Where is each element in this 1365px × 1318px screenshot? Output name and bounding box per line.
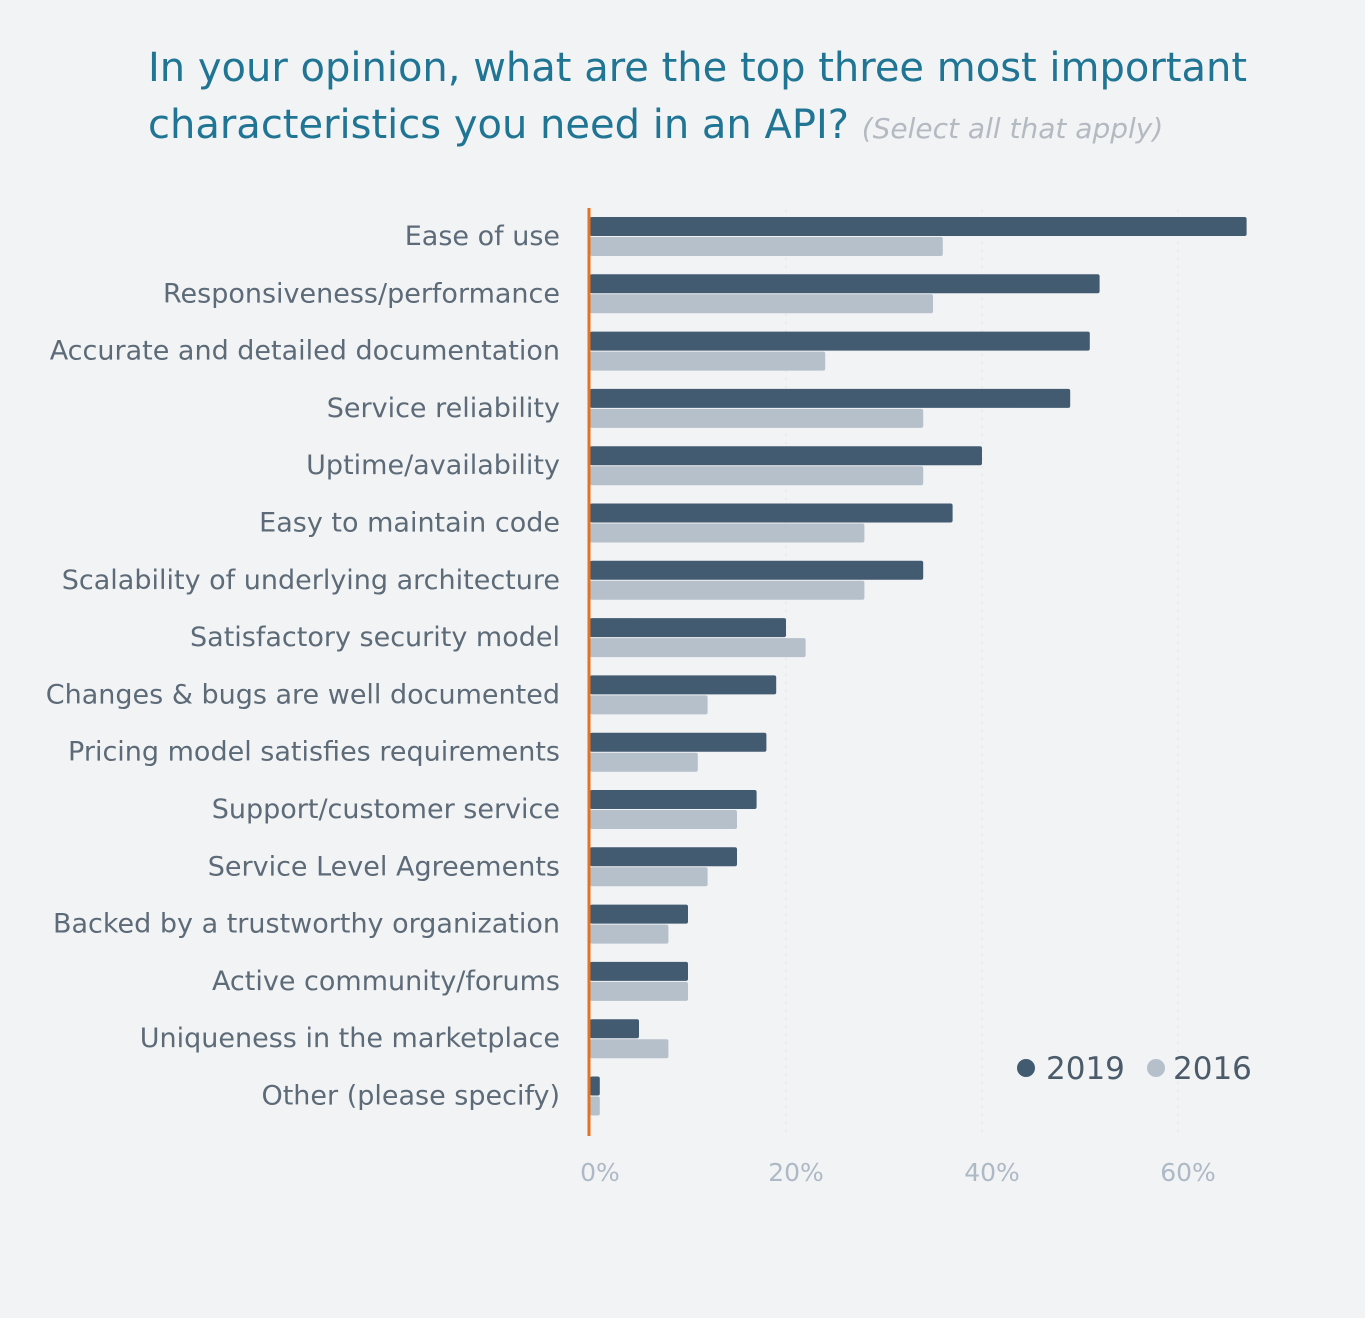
bar-2019-13 [590,961,688,981]
category-labels: Ease of use Responsiveness/performance Acc… [46,221,560,1112]
bar-2019-5 [590,503,953,523]
category-label: Other (please specify) [261,1081,560,1112]
bar-2019-15 [590,1076,600,1096]
bar-2019-10 [590,790,757,809]
chart-title-main: In your opinion, what are the top three … [148,45,1248,148]
bar-2019-3 [590,388,1071,408]
legend-label-2019: 2019 [1046,1051,1125,1087]
bar-2016-9 [590,752,698,772]
bar-2016-13 [590,981,688,1001]
tick-label-60: 60% [1160,1158,1216,1187]
bar-2016-11 [590,867,708,887]
category-label: Backed by a trustworthy organization [53,909,560,940]
legend-marker-2019 [1017,1059,1035,1077]
category-label: Scalability of underlying architecture [62,565,560,596]
category-label: Pricing model satisfies requirements [68,737,560,768]
chart-subtitle: (Select all that apply) [861,112,1164,145]
category-label: Accurate and detailed documentation [50,336,560,367]
bar-2016-6 [590,580,865,600]
legend: 2019 2016 [1017,1051,1252,1087]
bar-2019-0 [590,217,1247,236]
legend-marker-2016 [1147,1059,1165,1077]
category-label: Service reliability [327,393,560,424]
bar-2016-8 [590,695,708,715]
category-label: Easy to maintain code [259,508,560,539]
bar-2016-10 [590,810,737,829]
bar-2019-6 [590,560,924,580]
chart-title: In your opinion, what are the top three … [148,40,1298,157]
bar-2016-7 [590,638,806,658]
tick-label-0: 0% [580,1158,620,1187]
bar-2019-7 [590,618,786,638]
tick-label-40: 40% [964,1158,1020,1187]
bar-2019-8 [590,675,777,695]
bar-2016-2 [590,351,826,371]
bar-2019-2 [590,331,1090,351]
bar-2016-1 [590,294,933,314]
bar-2016-15 [590,1096,600,1116]
bar-2019-1 [590,274,1100,294]
category-label: Uniqueness in the marketplace [140,1023,560,1054]
bar-2019-12 [590,904,688,924]
category-label: Responsiveness/performance [163,278,560,309]
category-label: Changes & bugs are well documented [46,679,560,710]
bar-2016-4 [590,466,924,486]
x-axis-ticks: 0% 20% 40% 60% [580,1158,1216,1187]
bar-2016-0 [590,237,943,256]
bar-2019-14 [590,1019,639,1039]
bar-2016-3 [590,408,924,428]
bar-2019-11 [590,847,737,867]
category-label: Uptime/availability [306,450,560,481]
bar-2019-9 [590,732,767,752]
bar-2016-5 [590,523,865,543]
bar-2016-12 [590,924,669,944]
category-label: Satisfactory security model [190,622,560,653]
bars [590,217,1247,1116]
bar-2016-14 [590,1039,669,1059]
category-label: Ease of use [405,221,560,252]
legend-label-2016: 2016 [1173,1051,1252,1087]
category-label: Service Level Agreements [208,851,560,882]
bar-2019-4 [590,446,982,466]
category-label: Support/customer service [212,794,560,825]
category-label: Active community/forums [212,966,560,997]
tick-label-20: 20% [768,1158,824,1187]
